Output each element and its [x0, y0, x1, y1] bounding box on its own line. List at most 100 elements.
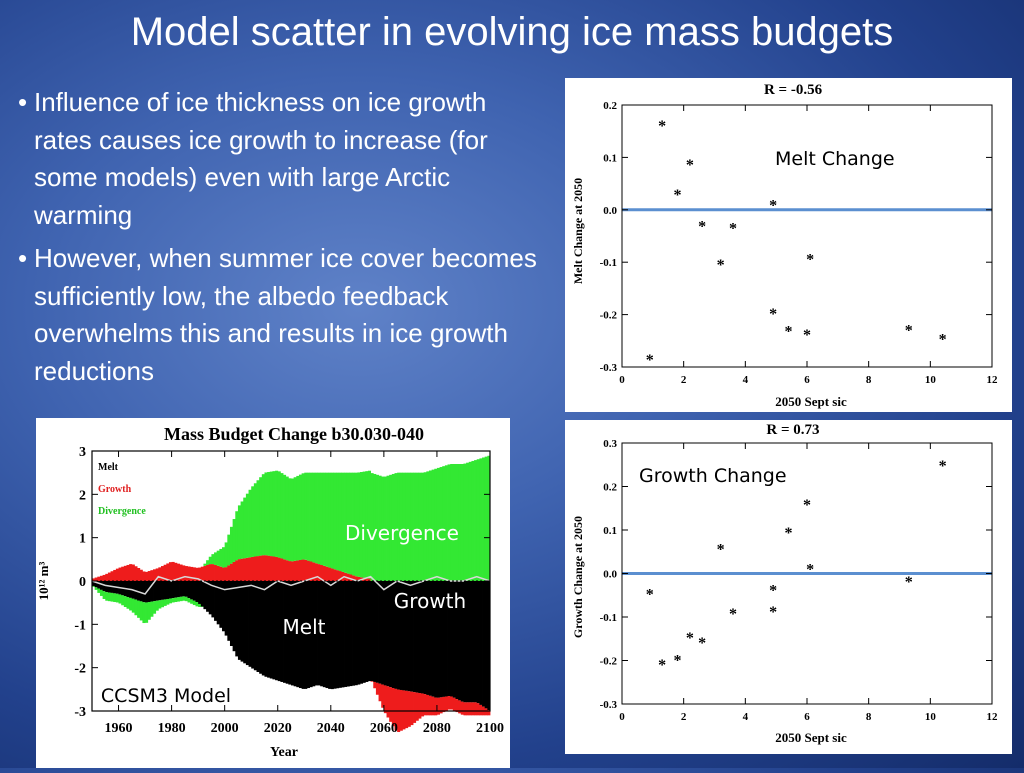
- growth-bar: [119, 568, 122, 581]
- melt-bar: [469, 581, 472, 702]
- divergence-bar: [119, 594, 122, 603]
- divergence-bar: [339, 473, 342, 571]
- growth-bar: [413, 692, 416, 723]
- y-tick-label: -0.1: [600, 257, 617, 269]
- divergence-bar: [225, 542, 228, 567]
- divergence-bar: [482, 458, 485, 582]
- growth-bar: [251, 557, 254, 581]
- melt-bar: [164, 581, 167, 599]
- divergence-bar: [195, 602, 198, 606]
- growth-bar: [307, 561, 310, 581]
- divergence-bar: [320, 473, 323, 565]
- melt-bar: [368, 581, 371, 681]
- growth-bar: [111, 571, 114, 581]
- growth-bar: [142, 571, 145, 581]
- divergence-bar: [132, 599, 135, 613]
- divergence-bar: [294, 477, 297, 561]
- growth-bar: [129, 564, 132, 581]
- melt-bar: [103, 581, 106, 591]
- growth-bar: [262, 555, 265, 581]
- growth-bar: [304, 560, 307, 581]
- melt-bar: [195, 581, 198, 602]
- divergence-bar: [331, 473, 334, 569]
- growth-bar: [333, 569, 336, 581]
- growth-bar: [432, 697, 435, 716]
- scatter-point: *: [785, 323, 793, 340]
- divergence-bar: [111, 593, 114, 602]
- scatter-point: *: [686, 157, 694, 174]
- growth-bar: [249, 557, 252, 581]
- divergence-bar: [188, 598, 191, 602]
- divergence-bar: [121, 595, 124, 605]
- growth-bar: [469, 702, 472, 715]
- divergence-bar: [134, 600, 137, 616]
- melt-bar: [471, 581, 474, 702]
- melt-bar: [272, 581, 275, 679]
- growth-bar: [331, 568, 334, 581]
- growth-bar: [172, 562, 175, 581]
- growth-bar: [278, 558, 281, 581]
- growth-bar: [113, 570, 116, 581]
- x-tick-label: 6: [804, 374, 810, 386]
- scatter-point: *: [717, 541, 725, 558]
- growth-bar: [230, 564, 233, 581]
- divergence-bar: [100, 590, 103, 596]
- melt-bar: [379, 581, 382, 684]
- growth-bar: [456, 699, 459, 712]
- divergence-bar: [230, 527, 233, 564]
- melt-bar: [328, 581, 331, 689]
- growth-scatter-panel: R = 0.73 Growth Change 2050 Sept sic Gro…: [565, 420, 1012, 754]
- growth-bar: [150, 570, 153, 581]
- divergence-bar: [180, 597, 183, 601]
- y-tick-label: 0.1: [603, 525, 617, 537]
- growth-bar: [137, 568, 140, 581]
- melt-bar: [270, 581, 273, 679]
- y-tick-label: 1: [79, 532, 86, 547]
- melt-bar: [360, 581, 363, 684]
- divergence-bar: [246, 494, 249, 558]
- melt-bar: [485, 581, 488, 708]
- growth-bar: [389, 687, 392, 722]
- scatter-point: *: [674, 653, 682, 670]
- melt-bar: [381, 581, 384, 685]
- bullet-list: • Influence of ice thickness on ice grow…: [18, 84, 538, 396]
- divergence-bar: [140, 601, 143, 620]
- scatter-title: R = 0.73: [766, 422, 819, 438]
- scatter-point: *: [658, 118, 666, 135]
- melt-bar: [254, 581, 257, 670]
- scatter-annotation: Growth Change: [639, 465, 787, 487]
- growth-bar: [381, 685, 384, 708]
- scatter-point: *: [698, 635, 706, 652]
- scatter-point: *: [658, 657, 666, 674]
- melt-bar: [190, 581, 193, 599]
- y-tick-label: 2: [79, 488, 86, 503]
- melt-bar: [227, 581, 230, 641]
- growth-bar: [272, 557, 275, 581]
- growth-bar: [485, 708, 488, 715]
- growth-bar: [108, 573, 111, 581]
- divergence-bar: [161, 600, 164, 607]
- divergence-bar: [291, 479, 294, 562]
- scatter-annotation: Melt Change: [775, 148, 895, 170]
- scatter-point: *: [646, 352, 654, 369]
- scatter-point: *: [698, 219, 706, 236]
- melt-bar: [474, 581, 477, 702]
- x-tick-label: 10: [925, 374, 937, 386]
- growth-bar: [373, 682, 376, 688]
- divergence-bar: [103, 591, 106, 599]
- growth-bar: [275, 557, 278, 581]
- y-tick-label: 3: [79, 445, 86, 460]
- melt-bar: [344, 581, 347, 687]
- growth-bar: [429, 696, 432, 716]
- divergence-bar: [164, 599, 167, 606]
- divergence-bar: [209, 557, 212, 564]
- x-tick-label: 6: [804, 711, 810, 723]
- growth-bar: [323, 566, 326, 581]
- divergence-bar: [469, 462, 472, 581]
- x-tick-label: 2000: [211, 721, 239, 736]
- growth-bar: [471, 702, 474, 715]
- x-tick-label: 4: [743, 711, 749, 723]
- divergence-bar: [304, 473, 307, 560]
- melt-bar: [259, 581, 262, 674]
- divergence-bar: [296, 476, 299, 561]
